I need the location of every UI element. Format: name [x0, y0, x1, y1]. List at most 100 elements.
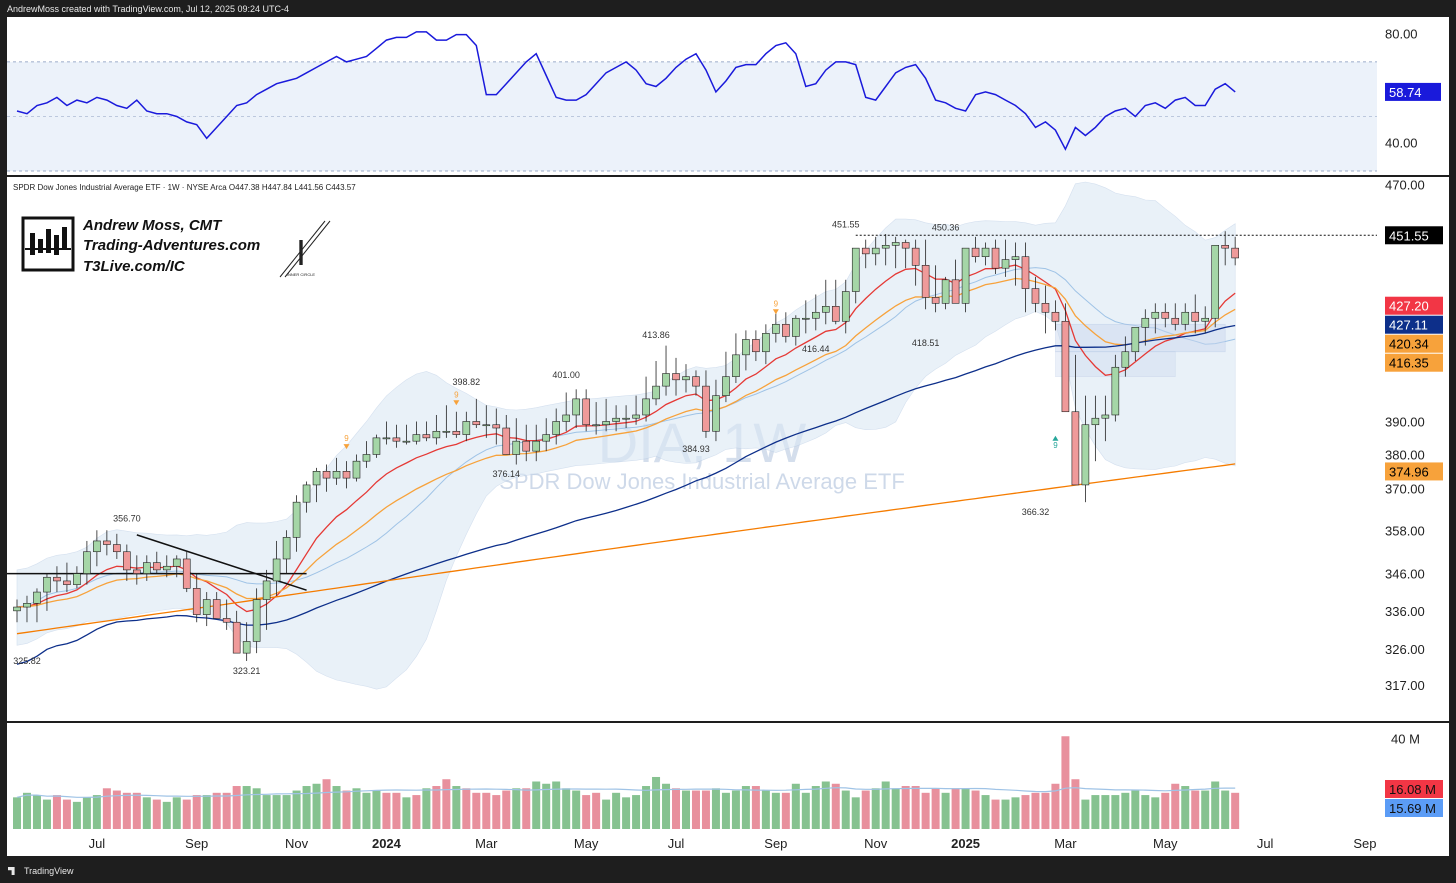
- candle-body: [302, 484, 311, 503]
- volume-bar: [1191, 790, 1200, 829]
- candle-body: [951, 279, 960, 304]
- candle-body: [372, 437, 381, 455]
- candle-body: [212, 599, 221, 619]
- candle-body: [672, 373, 680, 381]
- volume-bar: [582, 795, 591, 829]
- candle-body: [931, 297, 940, 304]
- rsi-panel: 80.00 40.00 58.74: [7, 17, 1449, 175]
- candle: [732, 333, 740, 383]
- candle: [93, 530, 101, 567]
- candle: [592, 402, 600, 435]
- candle: [182, 551, 191, 593]
- volume-bar: [1111, 795, 1120, 829]
- candle: [452, 411, 461, 438]
- volume-bar: [971, 790, 980, 829]
- candle: [212, 592, 221, 619]
- volume-bar: [911, 786, 920, 829]
- candle: [282, 530, 291, 574]
- candle: [572, 389, 580, 429]
- candle-body: [53, 576, 61, 582]
- time-tick-label: Nov: [864, 836, 888, 851]
- volume-bar: [662, 783, 671, 829]
- volume-bar: [1141, 795, 1150, 829]
- candle-body: [202, 599, 211, 615]
- candle: [831, 279, 840, 325]
- price-annotation: 401.00: [552, 370, 580, 380]
- candle-body: [742, 339, 750, 356]
- candle: [1061, 303, 1070, 413]
- volume-bar: [791, 783, 800, 829]
- price-annotation: 325.82: [13, 656, 41, 666]
- volume-bar: [761, 790, 770, 829]
- candle-body: [123, 551, 131, 571]
- volume-bar: [941, 792, 950, 829]
- volume-bar: [532, 781, 541, 829]
- candle-body: [412, 434, 421, 442]
- candle: [482, 405, 491, 438]
- time-tick-label: Jul: [89, 836, 106, 851]
- candle: [292, 495, 301, 552]
- candle-body: [971, 247, 980, 258]
- candle: [83, 540, 91, 585]
- candle: [1181, 303, 1190, 331]
- time-tick-label: Sep: [764, 836, 787, 851]
- candle: [1031, 276, 1040, 313]
- candle-body: [602, 421, 610, 426]
- volume-bar: [1181, 786, 1190, 829]
- svg-text:I: I: [296, 232, 306, 273]
- rsi-line: [16, 31, 1236, 151]
- price-annotation: 384.93: [682, 444, 710, 454]
- candle: [672, 357, 680, 396]
- candle: [1121, 336, 1130, 377]
- price-badge: [1385, 353, 1443, 372]
- candle-body: [891, 242, 900, 246]
- candle: [362, 441, 371, 468]
- volume-bar: [282, 795, 291, 829]
- td-count-label: 9: [344, 434, 349, 443]
- candle: [1001, 239, 1010, 277]
- volume-bar: [252, 788, 261, 829]
- candle: [73, 566, 81, 589]
- candle-body: [1161, 311, 1170, 319]
- volume-bar: [232, 786, 241, 829]
- candle: [792, 315, 800, 346]
- time-axis-labels: Jul Sep Nov 2024 Mar May Jul Sep Nov 2025 Mar May Ju…: [89, 836, 1377, 851]
- price-tick-label: 358.00: [1385, 523, 1425, 538]
- volume-bar: [632, 795, 641, 829]
- td-count-marker: [772, 309, 779, 315]
- volume-bar: [162, 801, 171, 829]
- price-annotation: 418.51: [912, 338, 940, 348]
- volume-bar: [72, 801, 81, 829]
- candle: [312, 467, 321, 503]
- candle-body: [682, 376, 690, 381]
- candle-body: [492, 424, 501, 429]
- candle-body: [632, 414, 640, 419]
- time-axis: Jul Sep Nov 2024 Mar May Jul Sep Nov 2025 Mar May Ju…: [7, 830, 1449, 856]
- volume-bar: [142, 797, 151, 829]
- footer-bar: [0, 862, 1456, 883]
- svg-text:INNER CIRCLE: INNER CIRCLE: [287, 272, 316, 277]
- candle: [133, 555, 141, 585]
- volume-bar: [112, 790, 121, 829]
- candle-body: [352, 460, 361, 479]
- volume-bar: [202, 795, 211, 829]
- td-count-marker: [343, 444, 350, 450]
- candle: [532, 424, 541, 462]
- candle-body: [1211, 245, 1219, 319]
- candle: [891, 236, 900, 269]
- candle-body: [1031, 288, 1040, 304]
- candle: [252, 588, 261, 654]
- volume-bar: [851, 797, 860, 829]
- candle-body: [162, 565, 171, 571]
- volume-bar: [1071, 779, 1080, 829]
- candle-body: [811, 311, 820, 319]
- price-annotation: 416.44: [802, 344, 830, 354]
- candle-body: [1111, 366, 1120, 416]
- candle: [612, 405, 620, 432]
- candle: [1091, 395, 1100, 462]
- price-badge-label: 374.96: [1389, 464, 1429, 479]
- candle: [1151, 303, 1160, 334]
- candle: [871, 236, 880, 266]
- volume-bar: [751, 786, 760, 829]
- candle-body: [1191, 311, 1200, 322]
